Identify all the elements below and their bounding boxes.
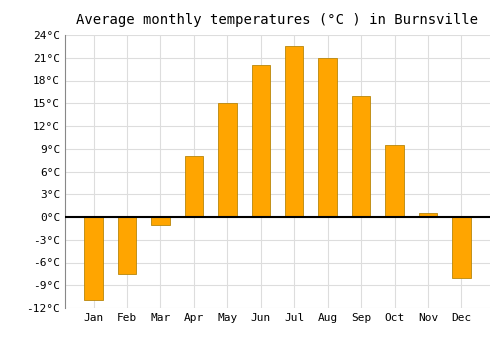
Bar: [285, 46, 304, 217]
Bar: [318, 58, 337, 217]
Title: Average monthly temperatures (°C ) in Burnsville: Average monthly temperatures (°C ) in Bu…: [76, 13, 478, 27]
Bar: [218, 103, 236, 217]
Bar: [118, 217, 136, 274]
Bar: [419, 213, 437, 217]
Bar: [252, 65, 270, 217]
Bar: [151, 217, 170, 225]
Bar: [184, 156, 203, 217]
Bar: [352, 96, 370, 217]
Bar: [84, 217, 102, 300]
Bar: [386, 145, 404, 217]
Bar: [452, 217, 470, 278]
